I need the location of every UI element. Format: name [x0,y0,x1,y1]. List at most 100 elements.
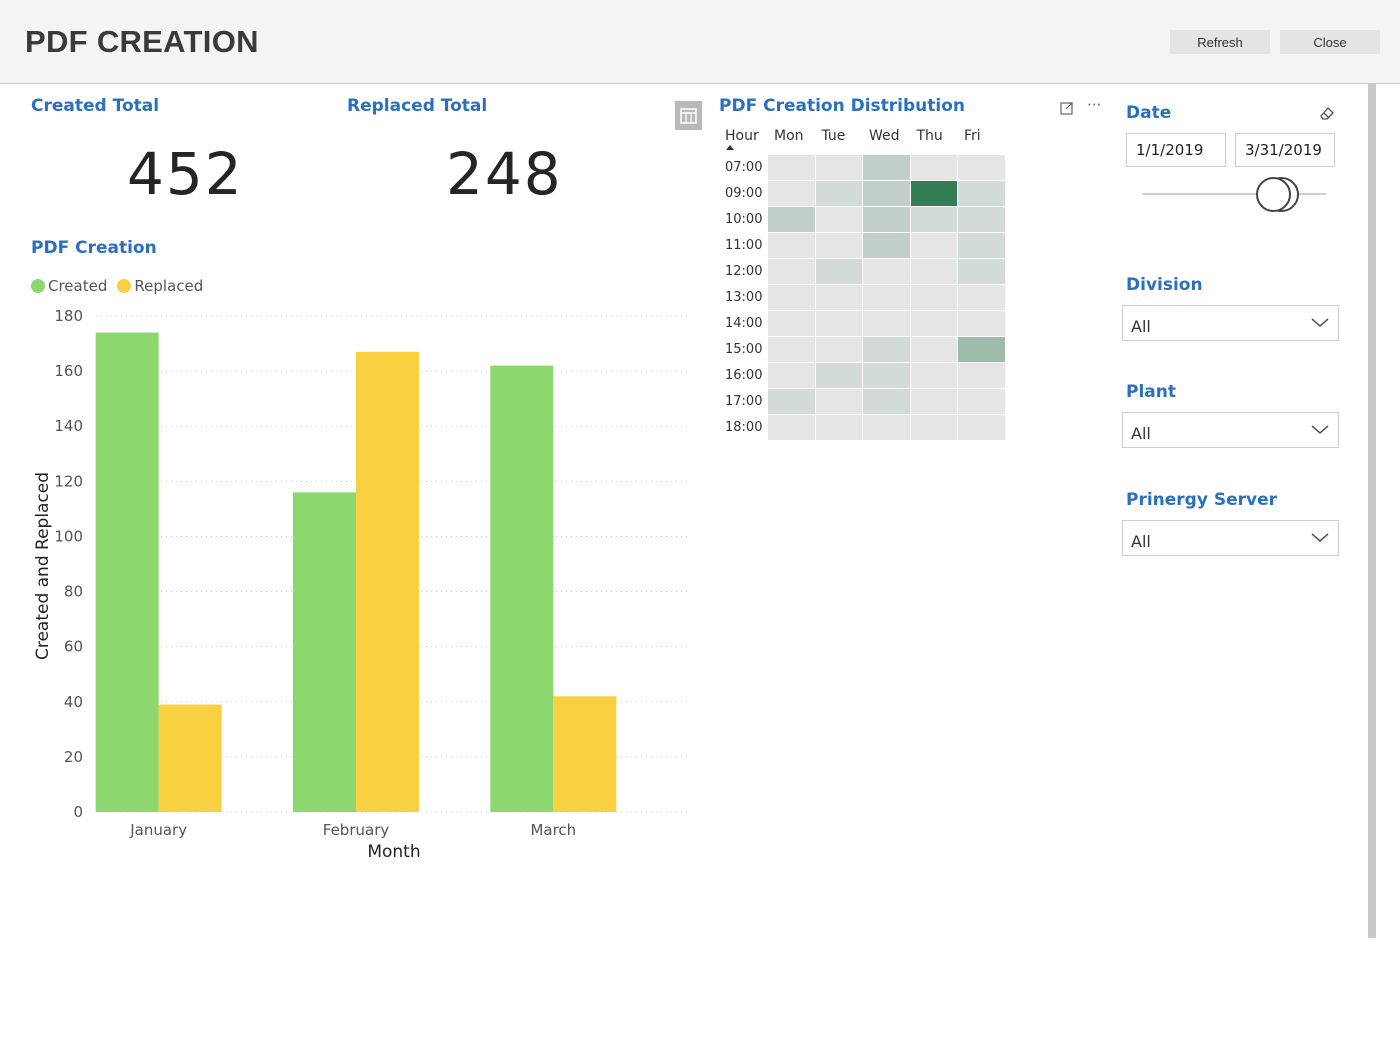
heatmap-cell[interactable] [910,207,957,232]
heatmap-cell[interactable] [815,207,862,232]
heatmap-cell[interactable] [768,363,815,388]
heatmap-cell[interactable] [958,337,1005,362]
bar-created-january[interactable] [95,332,159,812]
date-range-end-handle[interactable] [1256,177,1291,212]
server-dropdown[interactable]: All [1122,520,1339,556]
heatmap-cell[interactable] [815,337,862,362]
y-tick-label: 180 [54,307,83,325]
heatmap-cell[interactable] [768,285,815,310]
page-scrollbar[interactable] [1368,84,1376,938]
heatmap-row-label: 11:00 [725,238,763,253]
heatmap-cell[interactable] [815,181,862,206]
created-total-title: Created Total [31,96,160,116]
heatmap-cell[interactable] [863,181,910,206]
heatmap-cell[interactable] [910,337,957,362]
legend-label-replaced: Replaced [134,277,204,295]
heatmap-cell[interactable] [958,389,1005,414]
heatmap-cell[interactable] [768,389,815,414]
table-view-icon[interactable] [675,101,702,130]
heatmap-cell[interactable] [863,415,910,440]
heatmap-cell[interactable] [768,181,815,206]
bar-replaced-january[interactable] [158,704,222,812]
date-range-slider-track[interactable] [1142,193,1326,195]
heatmap-cell[interactable] [910,389,957,414]
heatmap-cell[interactable] [958,181,1005,206]
division-selected-value: All [1131,317,1151,336]
heatmap-cell[interactable] [815,311,862,336]
heatmap-cell[interactable] [958,233,1005,258]
heatmap-cell[interactable] [863,337,910,362]
created-total-value: 452 [127,140,244,208]
y-tick-label: 100 [54,527,83,545]
heatmap-cell[interactable] [815,389,862,414]
heatmap-cell[interactable] [910,155,957,180]
chevron-down-icon [1310,529,1330,548]
x-tick-label: January [129,821,187,839]
chevron-down-icon [1310,314,1330,333]
heatmap-cell[interactable] [768,311,815,336]
heatmap-cell[interactable] [768,337,815,362]
close-button[interactable]: Close [1280,30,1380,54]
heatmap-cell[interactable] [768,155,815,180]
pdf-creation-bar-chart: 0 20 40 60 80 100 120 140 160 180 January February M… [33,307,688,862]
heatmap-column-header[interactable]: Tue [821,128,846,144]
bar-replaced-february[interactable] [356,351,419,812]
heatmap-cell[interactable] [958,285,1005,310]
heatmap-cell[interactable] [815,415,862,440]
end-date-input[interactable] [1235,133,1335,167]
heatmap-cell[interactable] [863,389,910,414]
heatmap-cell[interactable] [910,363,957,388]
heatmap-cell[interactable] [768,233,815,258]
heatmap-cell[interactable] [863,285,910,310]
heatmap-column-header[interactable]: Fri [964,128,981,144]
heatmap-cell[interactable] [910,233,957,258]
heatmap-column-header[interactable]: Thu [916,128,943,144]
heatmap-cell[interactable] [863,311,910,336]
heatmap-cell[interactable] [815,259,862,284]
heatmap-cell[interactable] [815,363,862,388]
bar-created-march[interactable] [490,365,554,812]
more-options-icon[interactable]: ··· [1087,96,1102,114]
heatmap-cell[interactable] [768,415,815,440]
chevron-down-icon [1310,421,1330,440]
y-tick-label: 140 [54,417,83,435]
bar-replaced-march[interactable] [553,696,617,812]
heatmap-cell[interactable] [910,415,957,440]
plant-dropdown[interactable]: All [1122,412,1339,448]
heatmap-cell[interactable] [958,311,1005,336]
legend-item-replaced[interactable]: Replaced [117,277,203,295]
refresh-button[interactable]: Refresh [1170,30,1270,54]
heatmap-cell[interactable] [768,207,815,232]
x-axis-label: Month [367,842,420,862]
heatmap-cell[interactable] [958,259,1005,284]
plant-slicer-title: Plant [1126,382,1176,402]
y-tick-label: 40 [64,693,83,711]
start-date-input[interactable] [1126,133,1226,167]
heatmap-cell[interactable] [958,363,1005,388]
heatmap-cell[interactable] [863,233,910,258]
heatmap-cell[interactable] [863,155,910,180]
division-dropdown[interactable]: All [1122,305,1339,341]
heatmap-cell[interactable] [958,155,1005,180]
heatmap-cell[interactable] [863,259,910,284]
legend-item-created[interactable]: Created [31,277,107,295]
focus-mode-icon[interactable] [1059,100,1075,120]
heatmap-cell[interactable] [910,181,957,206]
heatmap-cell[interactable] [910,259,957,284]
heatmap-cell[interactable] [958,207,1005,232]
heatmap-cell[interactable] [958,415,1005,440]
heatmap-cell[interactable] [863,363,910,388]
heatmap-row-header[interactable]: Hour [725,128,759,144]
heatmap-cell[interactable] [815,285,862,310]
eraser-icon[interactable] [1318,104,1336,126]
heatmap-column-header[interactable]: Wed [869,128,900,144]
heatmap-cell[interactable] [863,207,910,232]
heatmap-cell[interactable] [815,155,862,180]
heatmap-column-header[interactable]: Mon [774,128,804,144]
heatmap-cell[interactable] [815,233,862,258]
heatmap-cell[interactable] [910,285,957,310]
x-tick-label: March [530,821,576,839]
heatmap-cell[interactable] [768,259,815,284]
bar-created-february[interactable] [293,492,356,812]
heatmap-cell[interactable] [910,311,957,336]
